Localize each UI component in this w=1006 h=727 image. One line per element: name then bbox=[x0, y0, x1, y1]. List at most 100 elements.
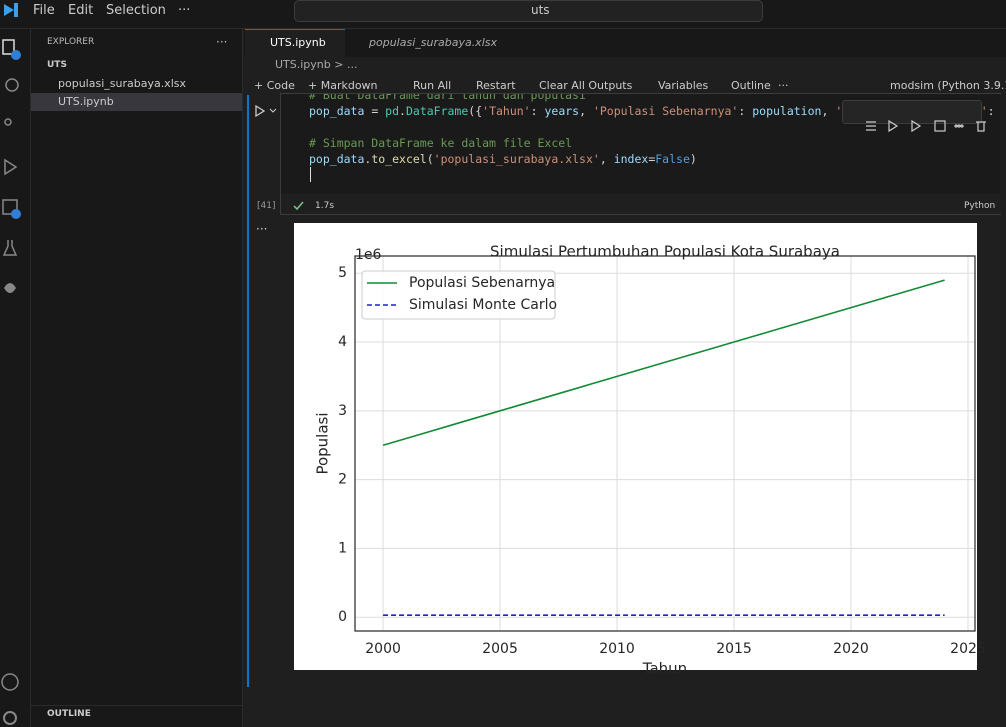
file-item[interactable]: populasi_surabaya.xlsx bbox=[58, 77, 186, 90]
code-token: ( bbox=[426, 152, 434, 166]
toolbar-item[interactable]: + Code bbox=[254, 79, 295, 92]
code-token: to_excel bbox=[371, 152, 427, 166]
code-token: 'Populasi Sebenarnya' bbox=[592, 104, 739, 118]
search-icon[interactable] bbox=[5, 78, 19, 92]
tab-label[interactable]: populasi_surabaya.xlsx bbox=[369, 36, 497, 49]
sidebar-title: EXPLORER bbox=[47, 37, 95, 47]
code-line: # Buat DataFrame dari tahun dan populasi bbox=[309, 94, 586, 102]
code-token: pop_data bbox=[309, 152, 365, 166]
code-token: # Buat DataFrame dari tahun dan populasi bbox=[309, 94, 586, 102]
code-token: False bbox=[655, 152, 690, 166]
code-token: years bbox=[544, 104, 580, 118]
menu-item[interactable]: Edit bbox=[68, 3, 94, 18]
account-icon[interactable] bbox=[1, 673, 19, 691]
toolbar-item[interactable]: + Markdown bbox=[308, 79, 378, 92]
y-tick-label: 3 bbox=[338, 403, 347, 419]
menu-item[interactable]: ··· bbox=[178, 3, 191, 18]
settings-icon[interactable] bbox=[3, 711, 17, 725]
toolbar-item[interactable]: ··· bbox=[778, 79, 789, 92]
code-token: ) bbox=[689, 152, 697, 166]
code-token: . bbox=[399, 104, 406, 118]
run-icon[interactable] bbox=[4, 158, 18, 176]
badge bbox=[11, 50, 21, 60]
y-tick-label: 2 bbox=[338, 472, 347, 488]
y-axis-label: Populasi bbox=[314, 412, 332, 474]
cursor bbox=[310, 167, 311, 182]
chart: 0 1 2 3 4 5 2000 2005 2010 2015 2020 2025 Simulasi P… bbox=[314, 243, 986, 678]
code-cell bbox=[280, 93, 1001, 215]
code-token: . bbox=[364, 152, 372, 166]
sidebar bbox=[31, 29, 243, 727]
menu-item[interactable]: File bbox=[33, 3, 55, 18]
x-tick-label: 2005 bbox=[483, 641, 519, 657]
kernel-picker[interactable]: modsim (Python 3.9.16) bbox=[890, 79, 1006, 92]
toolbar-item[interactable]: Restart bbox=[476, 79, 516, 92]
legend-label: Simulasi Monte Carlo bbox=[409, 297, 557, 313]
cell-language[interactable]: Python bbox=[964, 201, 996, 211]
legend-label: Populasi Sebenarnya bbox=[409, 275, 555, 291]
y-tick-label: 5 bbox=[338, 265, 347, 281]
tab-label[interactable]: UTS.ipynb bbox=[270, 36, 326, 49]
sidebar-more[interactable]: ··· bbox=[216, 35, 228, 49]
x-tick-label: 2000 bbox=[366, 641, 402, 657]
legend-box bbox=[361, 270, 556, 320]
series-line bbox=[383, 279, 946, 446]
activity-icons bbox=[1, 3, 21, 725]
cell-toolbar-icons bbox=[866, 119, 987, 133]
selected-row bbox=[31, 93, 242, 111]
x-tick-label: 2010 bbox=[599, 641, 635, 657]
execution-count: [41] bbox=[257, 201, 276, 211]
execution-time: 1.7s bbox=[315, 201, 335, 211]
app-logo bbox=[4, 3, 18, 17]
cell-focus-bar bbox=[247, 95, 249, 687]
code-token: = bbox=[648, 152, 656, 166]
divider bbox=[31, 705, 242, 706]
toolbar-item[interactable]: Run All bbox=[413, 79, 452, 92]
search-box[interactable] bbox=[294, 0, 763, 22]
run-cell-button[interactable] bbox=[250, 100, 280, 124]
python-icon[interactable] bbox=[4, 283, 16, 293]
file-item[interactable]: UTS.ipynb bbox=[58, 95, 114, 108]
code-line: pop_data.to_excel('populasi_surabaya.xls… bbox=[309, 152, 697, 166]
code-token: ({ bbox=[468, 104, 483, 118]
code-token: , bbox=[599, 152, 614, 166]
code-token: pop_data bbox=[309, 104, 365, 118]
folder-name[interactable]: UTS bbox=[47, 60, 67, 70]
outline-header[interactable]: OUTLINE bbox=[47, 709, 91, 719]
code-token: : bbox=[530, 104, 545, 118]
y-tick-label: 0 bbox=[338, 609, 347, 625]
y-tick-label: 4 bbox=[338, 334, 347, 350]
code-token: : bbox=[738, 104, 753, 118]
toolbar-item[interactable]: Outline bbox=[731, 79, 771, 92]
cell-toolbar[interactable] bbox=[842, 100, 987, 133]
scm-icon[interactable] bbox=[4, 118, 12, 126]
breadcrumb[interactable]: UTS.ipynb > ... bbox=[275, 58, 358, 71]
code-token: population bbox=[752, 104, 822, 118]
x-tick-label: 2025 bbox=[950, 641, 986, 657]
x-tick-label: 2015 bbox=[716, 641, 752, 657]
code-token: index bbox=[613, 152, 649, 166]
toolbar-item[interactable]: Clear All Outputs bbox=[539, 79, 633, 92]
success-icon bbox=[293, 201, 304, 211]
chart-title: Simulasi Pertumbuhan Populasi Kota Surab… bbox=[490, 243, 840, 261]
y-offset-label: 1e6 bbox=[355, 247, 382, 263]
testing-icon[interactable] bbox=[2, 240, 18, 256]
code-token: = bbox=[364, 104, 386, 118]
y-tick-label: 1 bbox=[338, 540, 347, 556]
extensions-icon[interactable] bbox=[2, 199, 18, 215]
code-token: : bbox=[987, 104, 995, 118]
code-token: 'Tahun' bbox=[482, 104, 531, 118]
toolbar-item[interactable]: Variables bbox=[658, 79, 709, 92]
output-more[interactable]: ··· bbox=[256, 222, 268, 236]
search-text[interactable]: uts bbox=[531, 3, 550, 17]
x-axis-label: Tahun bbox=[642, 660, 687, 678]
plot-frame bbox=[354, 255, 976, 632]
badge bbox=[11, 209, 21, 219]
code-token: , bbox=[821, 104, 836, 118]
code-token: 'populasi_surabaya.xlsx' bbox=[433, 152, 600, 166]
active-tab[interactable] bbox=[245, 29, 345, 58]
explorer-icon[interactable] bbox=[2, 39, 15, 55]
code-token: , bbox=[579, 104, 593, 118]
activity-bar bbox=[0, 29, 31, 727]
menu-item[interactable]: Selection bbox=[106, 3, 166, 18]
